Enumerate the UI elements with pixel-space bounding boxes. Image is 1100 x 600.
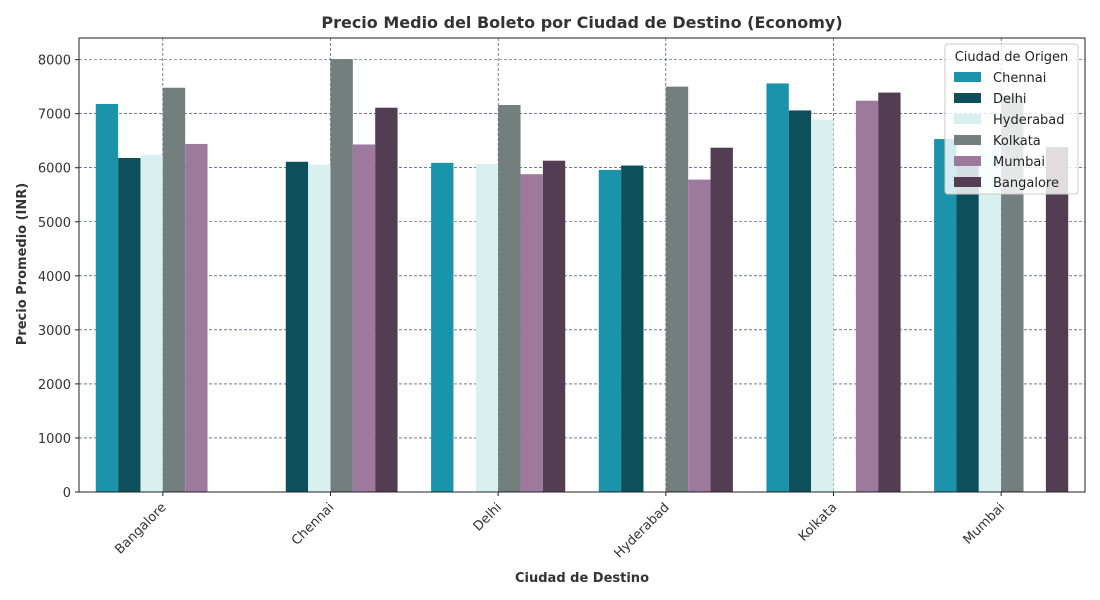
bar-hyderabad-kolkata [811, 119, 834, 492]
bar-mumbai-chennai [352, 144, 376, 492]
y-tick-label: 0 [63, 486, 71, 501]
bar-delhi-bangalore [118, 157, 141, 492]
legend-label-chennai: Chennai [993, 71, 1046, 86]
y-tick-label: 3000 [38, 324, 71, 339]
bar-mumbai-bangalore [185, 143, 208, 492]
bar-delhi-chennai [285, 161, 309, 492]
bar-bangalore-chennai [375, 107, 398, 492]
y-axis-ticks: 0 1000 2000 3000 4000 5000 6000 7000 8000 [38, 54, 79, 501]
bar-mumbai-hyderabad [688, 179, 711, 492]
y-tick-label: 6000 [38, 162, 71, 177]
x-tick-label: Kolkata [796, 500, 840, 544]
plot-frame [78, 37, 1086, 493]
legend-label-mumbai: Mumbai [993, 155, 1045, 170]
bar-chennai-kolkata [766, 83, 789, 493]
x-tick-label: Chennai [289, 500, 337, 548]
x-tick-label: Delhi [471, 500, 505, 534]
y-tick-label: 1000 [38, 432, 71, 447]
y-tick-label: 4000 [38, 270, 71, 285]
legend-swatch-mumbai [954, 156, 981, 166]
bar-chennai-delhi [431, 162, 454, 492]
bar-hyderabad-delhi [475, 163, 499, 492]
bar-bangalore-delhi [542, 160, 566, 492]
y-tick-label: 5000 [38, 216, 71, 231]
legend-swatch-hyderabad [954, 114, 981, 124]
legend-label-delhi: Delhi [993, 92, 1026, 107]
x-tick-label: Bangalore [112, 500, 169, 557]
x-tick-label: Mumbai [961, 500, 1008, 547]
legend-label-hyderabad: Hyderabad [993, 113, 1065, 128]
bar-delhi-kolkata [788, 110, 812, 492]
bar-bangalore-kolkata [878, 92, 901, 492]
legend: Ciudad de Origen Chennai Delhi Hyderabad Kol… [944, 43, 1079, 195]
legend-title: Ciudad de Origen [955, 50, 1069, 65]
bar-mumbai-kolkata [855, 100, 879, 492]
bar-kolkata-hyderabad [665, 86, 689, 493]
bar-kolkata-mumbai [1001, 95, 1024, 492]
bar-delhi-hyderabad [621, 165, 644, 493]
bar-mumbai-delhi [520, 174, 543, 492]
bar-chennai-hyderabad [598, 169, 622, 492]
legend-swatch-delhi [954, 93, 981, 103]
legend-label-bangalore: Bangalore [993, 176, 1059, 191]
x-tick-label: Hyderabad [611, 500, 672, 561]
bar-delhi-mumbai [956, 160, 979, 492]
bar-hyderabad-mumbai [978, 144, 1002, 492]
y-axis-label: Precio Promedio (INR) [15, 183, 30, 345]
chart-title: Precio Medio del Boleto por Ciudad de De… [321, 13, 842, 32]
legend-swatch-kolkata [954, 135, 981, 145]
bar-chennai-mumbai [934, 139, 957, 493]
y-tick-label: 8000 [38, 54, 71, 69]
y-tick-label: 2000 [38, 378, 71, 393]
legend-label-kolkata: Kolkata [993, 134, 1041, 149]
bar-hyderabad-chennai [308, 164, 331, 492]
x-axis-ticks: Bangalore Chennai Delhi Hyderabad Kolkata Mum… [112, 492, 1008, 561]
x-axis-label: Ciudad de Destino [515, 571, 649, 586]
bar-bangalore-hyderabad [710, 147, 733, 492]
y-tick-label: 7000 [38, 108, 71, 123]
legend-swatch-chennai [954, 72, 981, 82]
legend-swatch-bangalore [954, 177, 981, 187]
bar-kolkata-chennai [330, 59, 353, 492]
bar-bangalore-mumbai [1045, 147, 1069, 492]
bar-kolkata-bangalore [162, 87, 186, 492]
bar-kolkata-delhi [498, 105, 521, 493]
bar-chennai-bangalore [95, 103, 119, 492]
bar-hyderabad-bangalore [140, 154, 163, 492]
bars [95, 59, 1069, 493]
